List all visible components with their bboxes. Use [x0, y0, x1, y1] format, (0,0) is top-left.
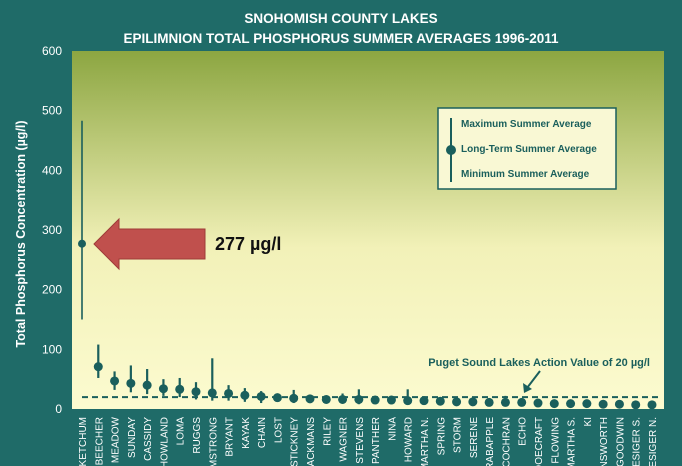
legend-max-label: Maximum Summer Average	[461, 119, 592, 130]
average-marker	[419, 396, 429, 406]
average-marker	[354, 394, 364, 404]
average-marker	[207, 388, 217, 398]
average-marker	[93, 362, 103, 372]
average-marker	[533, 398, 543, 408]
x-tick-label: STICKNEY	[290, 417, 301, 466]
y-tick-label: 500	[42, 104, 62, 118]
average-marker	[517, 397, 527, 407]
average-marker	[386, 395, 396, 405]
x-tick-label: STEVENS	[355, 417, 366, 464]
x-tick-label: BEECHER	[94, 417, 105, 465]
y-tick-label: 300	[42, 223, 62, 237]
x-tick-label: CRABAPPLE	[485, 417, 496, 466]
average-marker	[224, 388, 234, 398]
y-tick-label: 600	[42, 44, 62, 58]
x-tick-label: RUGGS	[192, 417, 203, 454]
y-tick-label: 200	[42, 283, 62, 297]
x-tick-label: ROESIGER S.	[632, 417, 643, 466]
y-tick-label: 0	[55, 402, 62, 416]
x-tick-label: ARMSTRONG	[208, 417, 219, 466]
legend-min-label: Minimum Summer Average	[461, 169, 590, 180]
average-marker	[78, 239, 86, 248]
y-tick-label: 400	[42, 163, 62, 177]
average-marker	[126, 378, 136, 388]
average-marker	[631, 400, 641, 410]
average-marker	[468, 397, 478, 407]
x-tick-label: CASSIDY	[143, 417, 154, 461]
average-marker	[289, 393, 299, 403]
x-tick-label: HOWARD	[404, 417, 415, 462]
average-marker	[566, 399, 576, 409]
y-axis-label: Total Phosphorus Concentration (µg/l)	[14, 120, 28, 347]
x-tick-label: KETCHUM	[78, 417, 89, 466]
callout-label: 277 µg/l	[215, 234, 281, 254]
x-tick-label: WAGNER	[339, 417, 350, 462]
callout-arrow	[93, 217, 206, 271]
average-marker	[647, 400, 657, 410]
data-series	[78, 120, 657, 410]
legend-marker-icon	[446, 145, 456, 155]
x-tick-label: CHAIN	[257, 417, 268, 448]
average-marker	[403, 396, 413, 406]
average-marker	[272, 393, 282, 403]
average-marker	[614, 399, 624, 409]
x-tick-label: SPRING	[436, 417, 447, 456]
x-tick-label: ROESIGER N.	[648, 417, 659, 466]
x-tick-label: ECHO	[518, 417, 529, 446]
legend-avg-label: Long-Term Summer Average	[461, 144, 597, 155]
average-marker	[305, 394, 315, 404]
x-tick-label: FLOWING	[550, 417, 561, 464]
average-marker	[598, 399, 608, 409]
x-tick-label: PANTHER	[371, 417, 382, 464]
x-tick-label: LOMA	[176, 417, 187, 446]
chart-title-line1: SNOHOMISH COUNTY LAKES	[244, 11, 437, 26]
average-marker	[549, 399, 559, 409]
y-axis-ticks: 0 100 200 300 400 500 600	[42, 44, 62, 416]
x-tick-label: KI	[583, 417, 594, 426]
x-tick-label: KAYAK	[241, 417, 252, 449]
x-tick-label: BLACKMANS	[306, 417, 317, 466]
x-tick-label: MARTHA S.	[567, 417, 578, 466]
y-tick-label: 100	[42, 342, 62, 356]
average-marker	[256, 391, 266, 401]
average-marker	[370, 395, 380, 405]
average-marker	[191, 387, 201, 397]
x-tick-label: NINA	[387, 417, 398, 441]
average-marker	[110, 376, 120, 386]
x-tick-label: SERENE	[469, 417, 480, 458]
x-tick-label: ANSWORTH	[599, 417, 610, 466]
action-value-label: Puget Sound Lakes Action Value of 20 µg/…	[428, 357, 650, 369]
x-tick-label: RILEY	[322, 417, 333, 446]
average-marker	[158, 384, 168, 394]
average-marker	[435, 396, 445, 406]
x-tick-label: STORM	[453, 417, 464, 453]
x-tick-label: LOOECRAFT	[534, 417, 545, 466]
x-tick-label: LOST	[273, 417, 284, 443]
average-marker	[142, 380, 152, 390]
average-marker	[338, 394, 348, 404]
legend-box	[437, 107, 617, 190]
average-marker	[240, 390, 250, 400]
average-marker	[500, 397, 510, 407]
x-tick-label: GOODWIN	[615, 417, 626, 466]
legend: Maximum Summer Average Long-Term Summer …	[437, 107, 617, 190]
average-marker	[452, 397, 462, 407]
x-tick-label: HOWLAND	[159, 417, 170, 466]
x-tick-label: MARTHA N.	[420, 417, 431, 466]
x-tick-label: BRYANT	[225, 417, 236, 457]
average-marker	[484, 397, 494, 407]
x-tick-label: SUNDAY	[127, 417, 138, 458]
average-marker	[321, 394, 331, 404]
average-marker	[582, 399, 592, 409]
x-tick-label: COCHRAN	[501, 417, 512, 466]
average-marker	[175, 384, 185, 394]
action-value-pointer	[523, 370, 541, 393]
x-tick-label: MEADOW	[111, 416, 122, 463]
chart-title-line2: EPILIMNION TOTAL PHOSPHORUS SUMMER AVERA…	[123, 31, 559, 46]
x-axis-ticks: KETCHUM BEECHER MEADOW SUNDAY CASSIDY HOWLAND…	[78, 416, 659, 466]
